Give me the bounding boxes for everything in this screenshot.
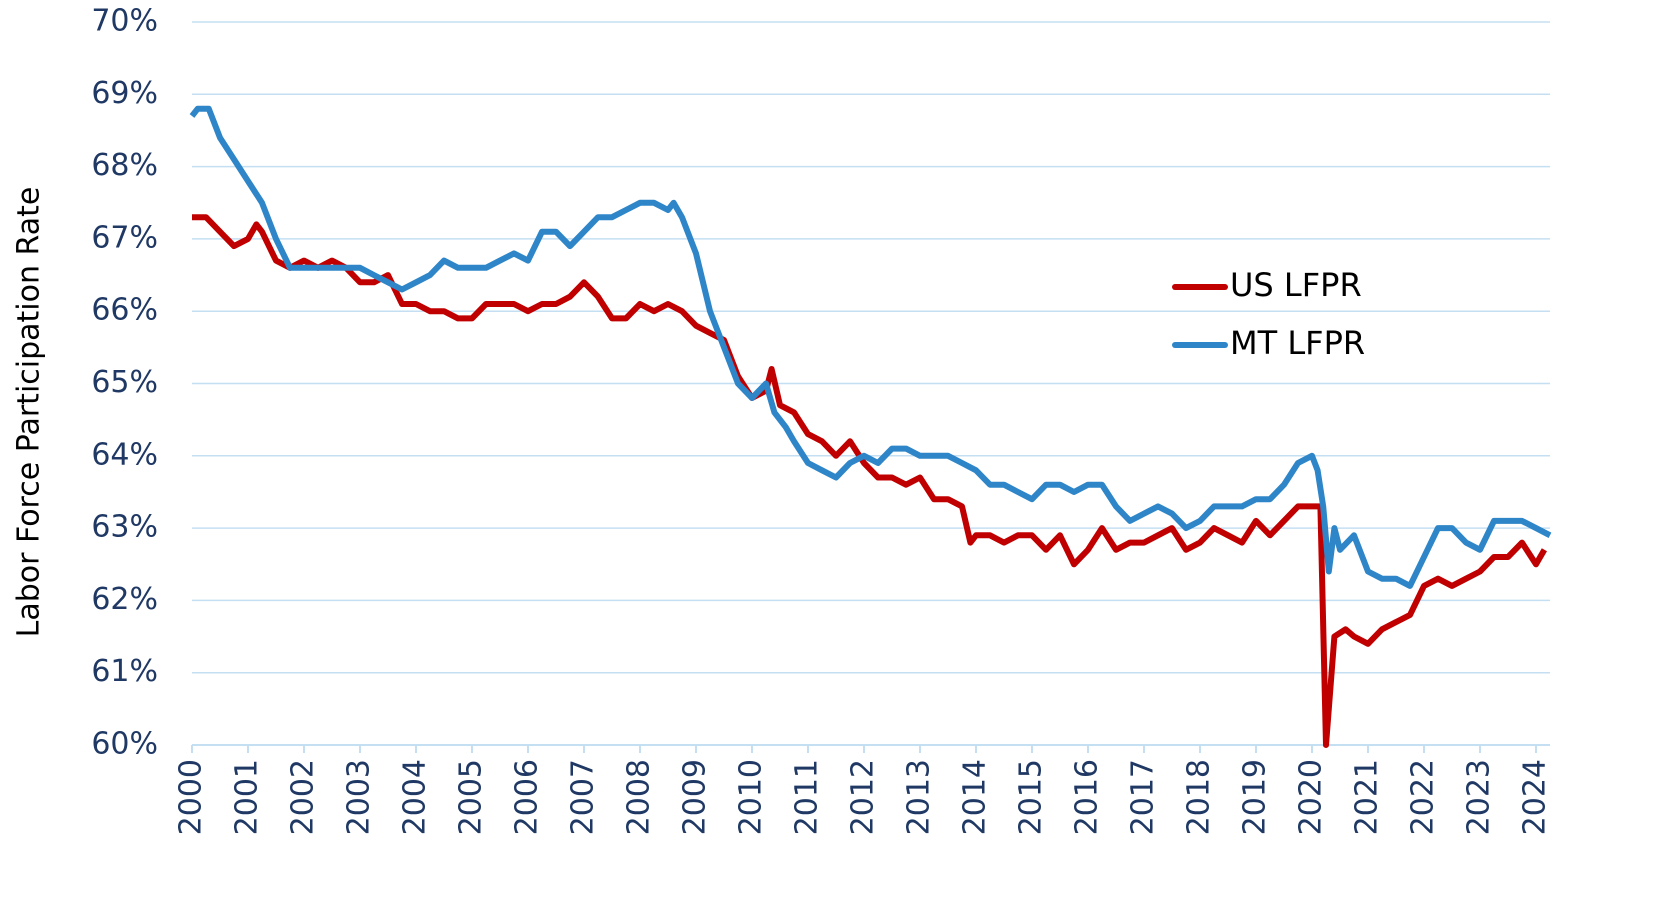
x-tick-label: 2024: [1518, 759, 1553, 835]
x-tick-label: 2007: [566, 759, 601, 835]
y-tick-label: 67%: [91, 220, 158, 255]
x-tick-label: 2009: [678, 759, 713, 835]
legend-label: US LFPR: [1230, 266, 1362, 304]
x-tick-label: 2013: [902, 759, 937, 835]
x-tick-label: 2001: [230, 759, 265, 835]
y-tick-label: 63%: [91, 510, 158, 545]
y-tick-label: 70%: [91, 4, 158, 39]
y-tick-label: 66%: [91, 293, 158, 328]
x-tick-label: 2021: [1350, 759, 1385, 835]
x-tick-label: 2000: [174, 759, 209, 835]
series-line: [192, 214, 1547, 748]
y-tick-label: 68%: [91, 148, 158, 183]
x-tick-label: 2017: [1126, 759, 1161, 835]
x-tick-label: 2020: [1294, 759, 1329, 835]
y-axis-label: Labor Force Participation Rate: [12, 187, 47, 638]
y-tick-label: 65%: [91, 365, 158, 400]
y-tick-label: 64%: [91, 437, 158, 472]
x-tick-label: 2012: [846, 759, 881, 835]
x-tick-label: 2019: [1238, 759, 1273, 835]
x-tick-label: 2022: [1406, 759, 1441, 835]
x-tick-label: 2003: [342, 759, 377, 835]
x-tick-label: 2014: [958, 759, 993, 835]
x-tick-label: 2010: [734, 759, 769, 835]
x-tick-label: 2006: [510, 759, 545, 835]
x-tick-label: 2008: [622, 759, 657, 835]
legend-label: MT LFPR: [1230, 324, 1365, 362]
x-tick-label: 2016: [1070, 759, 1105, 835]
y-tick-label: 62%: [91, 582, 158, 617]
x-tick-label: 2015: [1014, 759, 1049, 835]
x-tick-label: 2002: [286, 759, 321, 835]
x-tick-label: 2004: [398, 759, 433, 835]
series-line: [189, 105, 1552, 589]
y-tick-label: 69%: [91, 76, 158, 111]
x-tick-label: 2023: [1462, 759, 1497, 835]
x-tick-label: 2018: [1182, 759, 1217, 835]
y-tick-label: 60%: [91, 727, 158, 762]
y-tick-label: 61%: [91, 654, 158, 689]
x-tick-label: 2005: [454, 759, 489, 835]
x-tick-label: 2011: [790, 759, 825, 835]
